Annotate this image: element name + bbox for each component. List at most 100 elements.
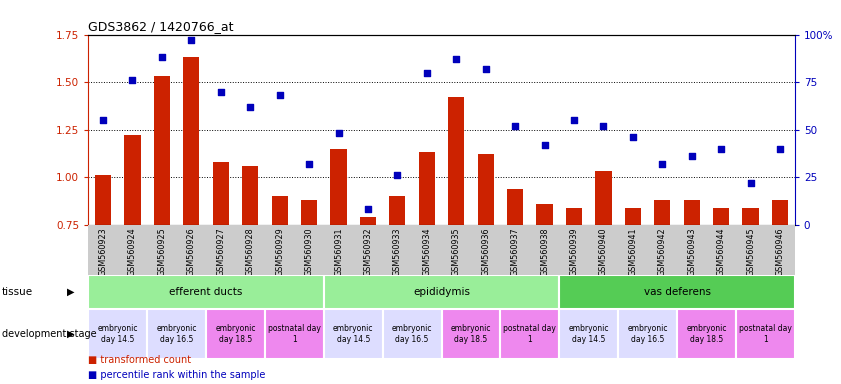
Point [361,206,374,212]
Point [743,180,757,186]
Bar [595,171,611,225]
Bar [559,275,795,309]
Bar [537,204,553,225]
Text: GSM560928: GSM560928 [246,227,255,276]
Bar [654,200,670,225]
Text: embryonic
day 18.5: embryonic day 18.5 [686,324,727,344]
Text: embryonic
day 14.5: embryonic day 14.5 [333,324,373,344]
Point [596,123,610,129]
Bar [324,275,559,309]
Point [479,66,493,72]
Bar [206,309,265,359]
Point [538,142,552,148]
Text: postnatal day
1: postnatal day 1 [739,324,791,344]
Text: GSM560925: GSM560925 [157,227,167,276]
Text: GSM560943: GSM560943 [687,227,696,276]
Bar [147,309,206,359]
Text: efferent ducts: efferent ducts [169,287,243,297]
Bar [301,200,317,225]
Point [155,54,168,60]
Bar [442,309,500,359]
Point [420,70,434,76]
Text: GSM560931: GSM560931 [334,227,343,276]
Bar [265,309,324,359]
Bar [448,97,464,225]
Bar [500,309,559,359]
Text: epididymis: epididymis [413,287,470,297]
Bar [743,207,759,225]
Bar [183,57,199,225]
Point [714,146,727,152]
Text: GDS3862 / 1420766_at: GDS3862 / 1420766_at [88,20,234,33]
Text: GSM560923: GSM560923 [98,227,108,276]
Text: embryonic
day 16.5: embryonic day 16.5 [392,324,432,344]
Bar [88,275,324,309]
Bar [478,154,494,225]
Text: GSM560924: GSM560924 [128,227,137,276]
Bar [95,175,111,225]
Text: GSM560946: GSM560946 [775,227,785,276]
Text: ▶: ▶ [66,329,74,339]
Text: GSM560941: GSM560941 [628,227,637,276]
Bar [124,135,140,225]
Text: postnatal day
1: postnatal day 1 [504,324,556,344]
Point [244,104,257,110]
Point [272,92,286,98]
Point [774,146,787,152]
Text: ▶: ▶ [66,287,74,297]
Bar [625,207,641,225]
Text: embryonic
day 14.5: embryonic day 14.5 [98,324,138,344]
Point [508,123,521,129]
Point [626,134,639,140]
Bar [618,309,677,359]
Point [214,89,227,95]
Point [96,117,109,123]
Text: embryonic
day 16.5: embryonic day 16.5 [156,324,197,344]
Text: GSM560936: GSM560936 [481,227,490,276]
Bar [566,207,582,225]
Bar [772,200,788,225]
Bar [389,196,405,225]
Point [331,130,345,136]
Text: GSM560932: GSM560932 [363,227,373,276]
Text: GSM560929: GSM560929 [275,227,284,276]
Text: GSM560926: GSM560926 [187,227,196,276]
Bar [88,309,147,359]
Text: embryonic
day 18.5: embryonic day 18.5 [451,324,491,344]
Text: GSM560937: GSM560937 [510,227,520,276]
Text: development stage: development stage [2,329,97,339]
Point [184,37,198,43]
Text: GSM560930: GSM560930 [304,227,314,276]
Bar [331,149,346,225]
Text: GSM560938: GSM560938 [540,227,549,276]
Text: GSM560944: GSM560944 [717,227,726,276]
Text: GSM560935: GSM560935 [452,227,461,276]
Text: postnatal day
1: postnatal day 1 [268,324,320,344]
Text: embryonic
day 14.5: embryonic day 14.5 [569,324,609,344]
Text: GSM560942: GSM560942 [658,227,667,276]
Bar [383,309,442,359]
Text: GSM560945: GSM560945 [746,227,755,276]
Point [567,117,580,123]
Bar [324,309,383,359]
Text: GSM560939: GSM560939 [569,227,579,276]
Bar [213,162,229,225]
Text: GSM560934: GSM560934 [422,227,431,276]
Text: GSM560933: GSM560933 [393,227,402,276]
Point [685,153,698,159]
Bar [272,196,288,225]
Text: GSM560927: GSM560927 [216,227,225,276]
Text: ■ transformed count: ■ transformed count [88,355,192,365]
Point [302,161,315,167]
Bar [684,200,700,225]
Bar [713,207,729,225]
Bar [242,166,258,225]
Text: tissue: tissue [2,287,33,297]
Bar [154,76,170,225]
Text: embryonic
day 16.5: embryonic day 16.5 [627,324,668,344]
Text: ■ percentile rank within the sample: ■ percentile rank within the sample [88,370,266,380]
Bar [677,309,736,359]
Point [125,77,139,83]
Text: embryonic
day 18.5: embryonic day 18.5 [215,324,256,344]
Point [449,56,463,62]
